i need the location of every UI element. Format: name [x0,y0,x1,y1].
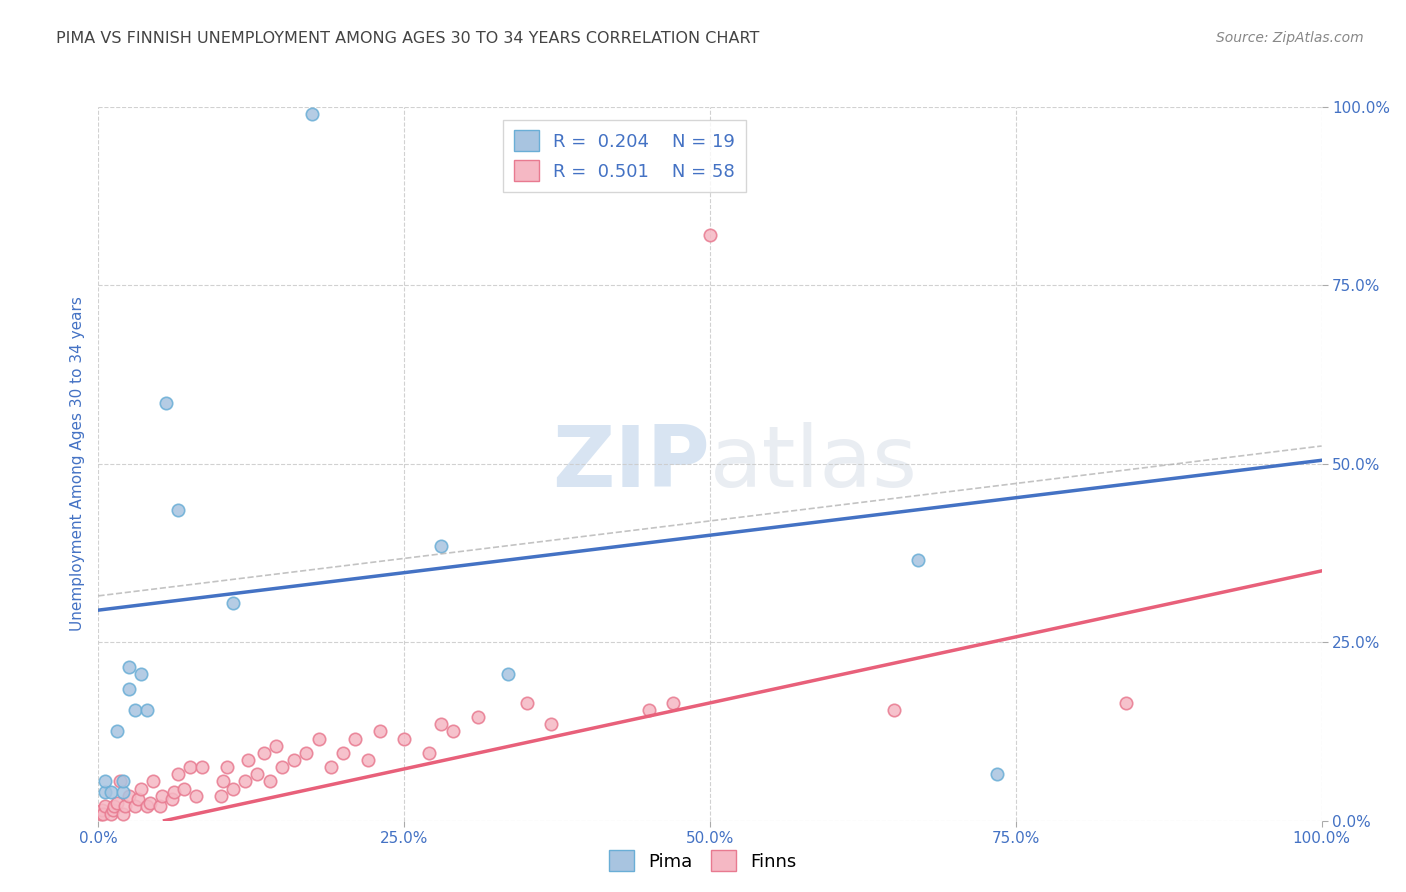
Point [91,806,114,821]
Point [139,796,162,810]
Point [111,806,134,821]
Point [496,667,519,681]
Point [418,746,440,760]
Point [215,760,238,774]
Point [699,228,721,243]
Point [105,796,128,810]
Point [127,792,149,806]
Legend: R =  0.204    N = 19, R =  0.501    N = 58: R = 0.204 N = 19, R = 0.501 N = 58 [503,120,747,192]
Point [179,760,201,774]
Point [233,774,256,789]
Point [637,703,661,717]
Text: atlas: atlas [710,422,918,506]
Point [124,799,146,814]
Point [93,799,115,814]
Point [167,503,190,517]
Point [246,767,269,781]
Point [236,753,259,767]
Point [155,396,177,410]
Point [111,774,134,789]
Point [111,785,134,799]
Point [129,781,152,796]
Point [90,806,112,821]
Point [308,731,330,746]
Point [1115,696,1137,710]
Point [467,710,489,724]
Point [441,724,464,739]
Point [301,107,323,121]
Point [93,785,115,799]
Point [295,746,318,760]
Point [100,806,122,821]
Point [110,774,132,789]
Point [186,789,208,803]
Point [118,660,141,674]
Point [101,803,124,817]
Point [344,731,367,746]
Point [124,703,146,717]
Point [212,774,235,789]
Text: Source: ZipAtlas.com: Source: ZipAtlas.com [1216,31,1364,45]
Point [283,753,305,767]
Point [332,746,354,760]
Y-axis label: Unemployment Among Ages 30 to 34 years: Unemployment Among Ages 30 to 34 years [69,296,84,632]
Point [264,739,287,753]
Point [222,781,245,796]
Point [270,760,294,774]
Point [142,774,165,789]
Point [173,781,195,796]
Legend: Pima, Finns: Pima, Finns [602,843,804,879]
Point [392,731,416,746]
Point [368,724,391,739]
Point [662,696,685,710]
Point [883,703,905,717]
Point [100,785,122,799]
Point [136,703,159,717]
Point [163,785,186,799]
Point [129,667,152,681]
Point [986,767,1008,781]
Point [319,760,342,774]
Point [540,717,562,731]
Point [136,799,159,814]
Point [118,789,141,803]
Point [259,774,281,789]
Point [907,553,929,567]
Point [105,724,128,739]
Point [114,799,136,814]
Point [191,760,214,774]
Point [252,746,274,760]
Point [515,696,537,710]
Point [222,596,245,610]
Point [118,681,141,696]
Point [91,803,114,817]
Point [149,799,172,814]
Point [209,789,232,803]
Point [430,539,453,553]
Point [103,799,125,814]
Point [93,774,115,789]
Text: ZIP: ZIP [553,422,710,506]
Point [160,792,183,806]
Point [150,789,173,803]
Point [430,717,453,731]
Point [167,767,190,781]
Point [356,753,378,767]
Text: PIMA VS FINNISH UNEMPLOYMENT AMONG AGES 30 TO 34 YEARS CORRELATION CHART: PIMA VS FINNISH UNEMPLOYMENT AMONG AGES … [56,31,759,46]
